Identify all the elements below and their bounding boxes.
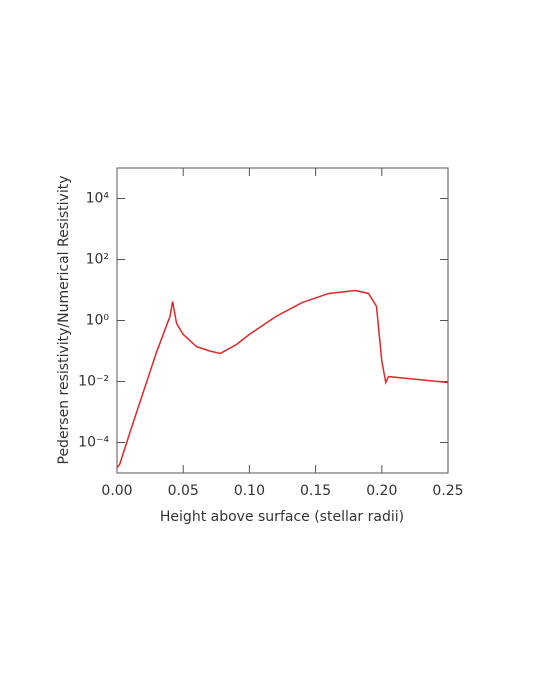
x-tick-label: 0.05	[168, 483, 199, 499]
data-line	[116, 289, 449, 469]
x-tick-label: 0.25	[432, 483, 463, 499]
y-tick-label: 10⁰	[86, 313, 110, 329]
x-tick-label: 0.00	[101, 483, 132, 499]
y-tick-label: 10²	[86, 252, 109, 268]
y-axis-label: Pedersen resistivity/Numerical Resistivi…	[56, 175, 72, 464]
x-tick-label: 0.20	[366, 483, 397, 499]
x-tick-label: 0.15	[300, 483, 331, 499]
y-tick-label: 10⁻⁴	[78, 435, 109, 451]
y-tick-label: 10⁴	[86, 191, 110, 207]
x-axis-label: Height above surface (stellar radii)	[160, 509, 404, 525]
plot-frame	[116, 167, 449, 474]
y-tick-label: 10⁻²	[78, 374, 109, 390]
x-tick-label: 0.10	[234, 483, 265, 499]
